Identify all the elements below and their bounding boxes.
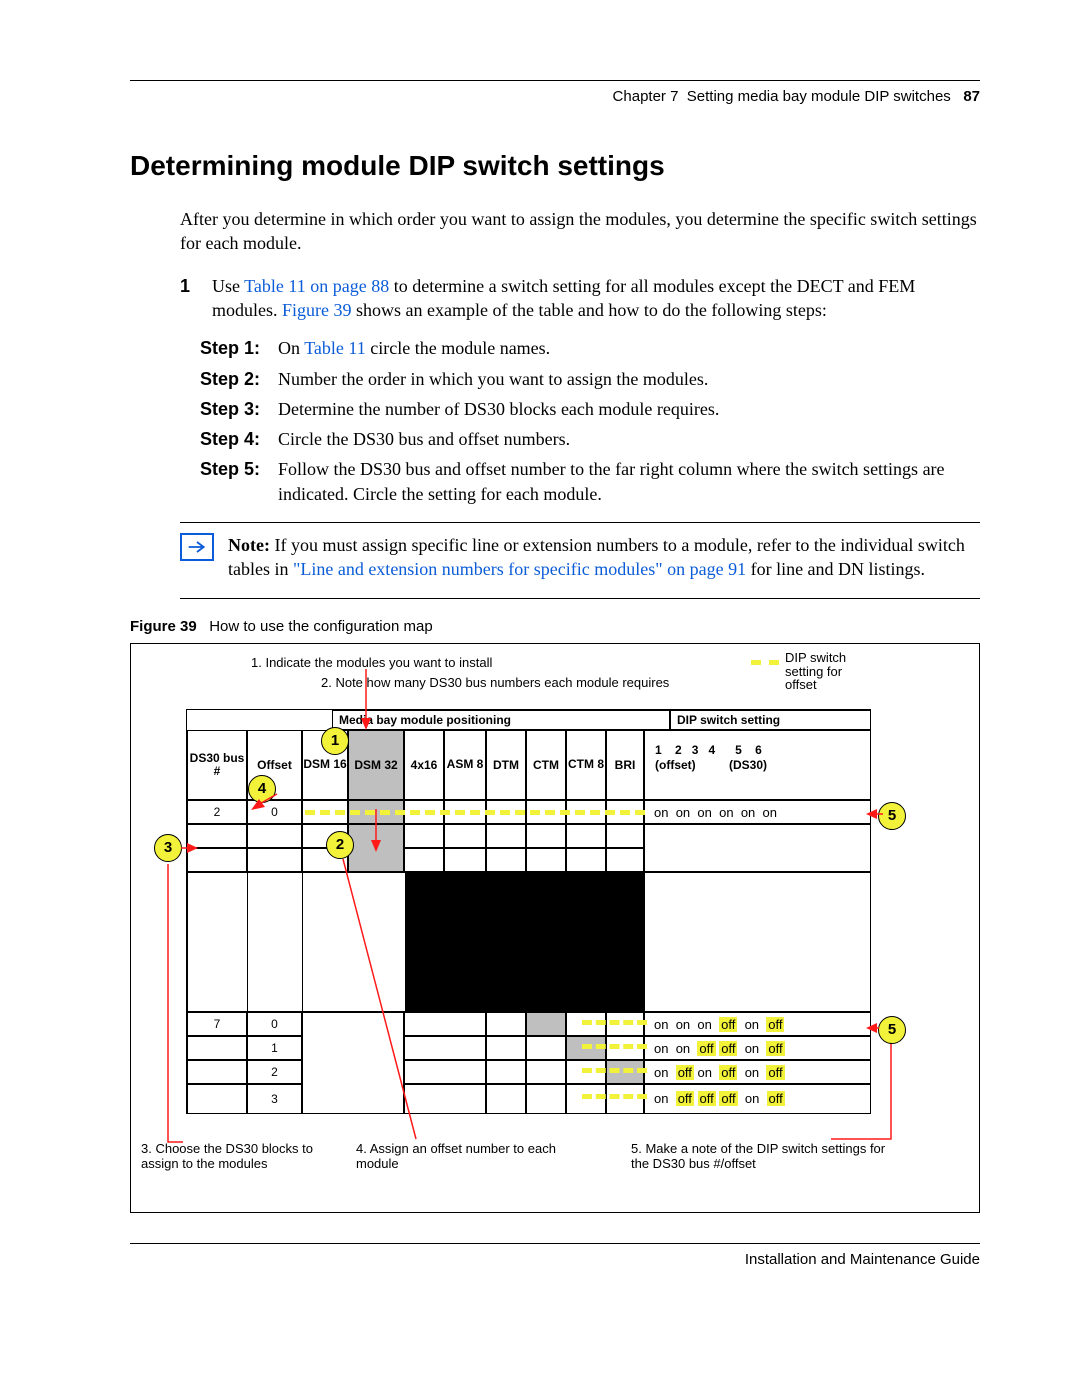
link-table11-p88[interactable]: Table 11 on page 88 bbox=[244, 276, 389, 296]
dip-row-7-0: on on on off on off bbox=[654, 1016, 784, 1034]
link-table11[interactable]: Table 11 bbox=[304, 338, 366, 358]
separator bbox=[180, 598, 980, 599]
figure-caption: Figure 39 How to use the configuration m… bbox=[130, 617, 980, 637]
intro-paragraph: After you determine in which order you w… bbox=[180, 207, 980, 256]
list-text: Use Table 11 on page 88 to determine a s… bbox=[212, 274, 980, 323]
instr-2: 2. Note how many DS30 bus numbers each m… bbox=[321, 674, 669, 692]
instr-3: 3. Choose the DS30 blocks to assign to t… bbox=[141, 1142, 341, 1172]
separator bbox=[180, 522, 980, 523]
step-circle-2: 2 bbox=[326, 831, 354, 859]
page-header: Chapter 7 Setting media bay module DIP s… bbox=[130, 80, 980, 107]
page-title: Determining module DIP switch settings bbox=[130, 147, 980, 185]
step-4: Step 4:Circle the DS30 bus and offset nu… bbox=[200, 427, 980, 451]
instr-1: 1. Indicate the modules you want to inst… bbox=[251, 654, 492, 672]
dip-row-2-0: on on on on on on bbox=[654, 804, 777, 822]
page-footer: Installation and Maintenance Guide bbox=[130, 1243, 980, 1270]
header-title: Setting media bay module DIP switches bbox=[687, 88, 951, 105]
legend: DIP switch setting for offset bbox=[785, 651, 846, 692]
link-figure-39[interactable]: Figure 39 bbox=[282, 300, 352, 320]
dip-row-7-2: on off on off on off bbox=[654, 1064, 785, 1082]
list-item-1: 1 Use Table 11 on page 88 to determine a… bbox=[180, 274, 980, 323]
step-5: Step 5:Follow the DS30 bus and offset nu… bbox=[200, 457, 980, 506]
step-circle-5b: 5 bbox=[878, 1016, 906, 1044]
config-table: Media bay module positioning DIP switch … bbox=[186, 709, 871, 1114]
note-text: Note: If you must assign specific line o… bbox=[228, 533, 980, 582]
step-3: Step 3:Determine the number of DS30 bloc… bbox=[200, 397, 980, 421]
step-circle-5a: 5 bbox=[878, 802, 906, 830]
link-line-ext-numbers[interactable]: "Line and extension numbers for specific… bbox=[293, 559, 746, 579]
header-chapter: Chapter 7 bbox=[613, 88, 679, 105]
step-circle-3: 3 bbox=[154, 834, 182, 862]
dip-header: 1 2 3 4 5 6 (offset) (DS30) bbox=[644, 730, 871, 800]
step-1: Step 1: On Table 11 circle the module na… bbox=[200, 336, 980, 360]
dip-row-7-1: on on off off on off bbox=[654, 1040, 785, 1058]
instr-5: 5. Make a note of the DIP switch setting… bbox=[631, 1142, 901, 1172]
header-page: 87 bbox=[963, 88, 980, 105]
step-circle-1: 1 bbox=[321, 727, 349, 755]
arrow-note-icon bbox=[180, 533, 214, 561]
step-circle-4: 4 bbox=[248, 775, 276, 803]
list-number: 1 bbox=[180, 274, 198, 323]
dip-row-7-3: on off off off on off bbox=[654, 1090, 785, 1108]
instr-4: 4. Assign an offset number to each modul… bbox=[356, 1142, 566, 1172]
note-block: Note: If you must assign specific line o… bbox=[180, 533, 980, 582]
step-2: Step 2:Number the order in which you wan… bbox=[200, 367, 980, 391]
figure-39-diagram: 1. Indicate the modules you want to inst… bbox=[130, 643, 980, 1213]
